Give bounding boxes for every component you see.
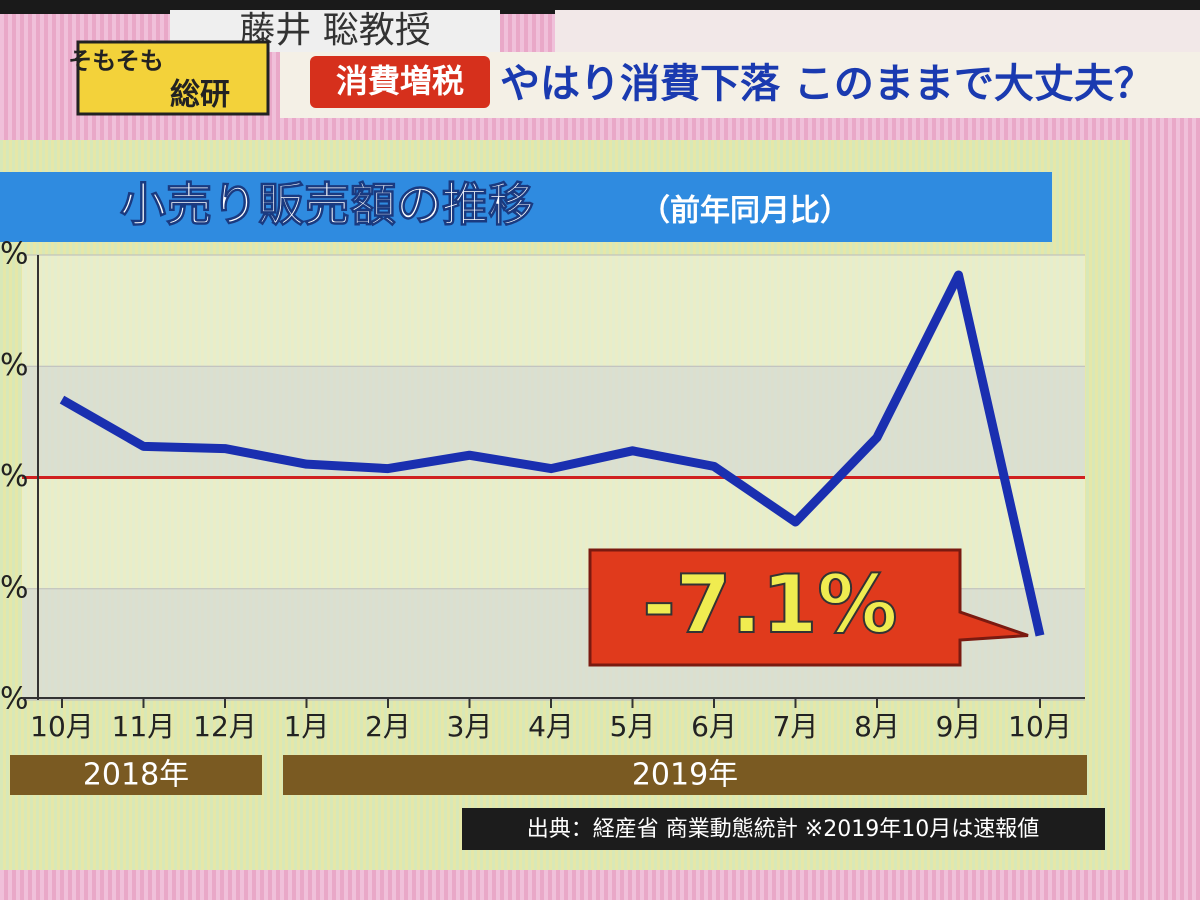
logo-top: そもそも <box>68 47 164 75</box>
x-tick-label: 1月 <box>284 710 330 743</box>
year-bar <box>10 755 262 795</box>
logo <box>76 40 270 116</box>
x-tick-label: 2月 <box>365 710 411 743</box>
line-series <box>59 270 1045 637</box>
title-bar <box>0 172 1052 242</box>
x-tick-label: 7月 <box>773 710 819 743</box>
y-tick-label: % <box>0 459 29 494</box>
x-tick-label: 5月 <box>610 710 656 743</box>
plot: %%%%%10月 11月 12月 1月 2月 3月 4月 5月 6月 7月 8月 9月 10月-7.1% <box>0 237 1085 743</box>
x-tick-label: 3月 <box>447 710 493 743</box>
x-tick-label: 10月 <box>30 710 94 743</box>
x-tick-label: 6月 <box>691 710 737 743</box>
blurred-caption <box>555 10 1200 52</box>
callout-box <box>588 548 1029 667</box>
source-box <box>462 808 1105 850</box>
headline: やはり消費下落 このままで大丈夫？ <box>500 61 1154 107</box>
year-label: 2018年 <box>83 758 189 793</box>
x-tick-label: 11月 <box>112 710 176 743</box>
year-bar <box>283 755 1087 795</box>
tag: 消費増税 <box>336 62 464 100</box>
professor: 藤井 聡教授 <box>239 10 430 51</box>
logo-bottom: 総研 <box>170 78 230 113</box>
x-tick-label: 10月 <box>1008 710 1072 743</box>
y-tick-label: % <box>0 570 29 605</box>
x-tick-label: 9月 <box>936 710 982 743</box>
y-tick-label: % <box>0 348 29 383</box>
x-tick-label: 12月 <box>193 710 257 743</box>
band <box>22 366 1085 478</box>
source: 出典：経産省 商業動態統計 ※2019年10月は速報値 <box>527 817 1039 842</box>
x-tick-label: 4月 <box>528 710 574 743</box>
chart-title: 小売り販売額の推移 <box>120 178 534 232</box>
tag-box <box>310 56 490 108</box>
year-label: 2019年 <box>632 758 738 793</box>
callout-label: -7.1% <box>642 558 897 651</box>
y-tick-label: % <box>0 237 29 272</box>
chart-subtitle: （前年同月比） <box>640 194 850 229</box>
x-tick-label: 8月 <box>854 710 900 743</box>
